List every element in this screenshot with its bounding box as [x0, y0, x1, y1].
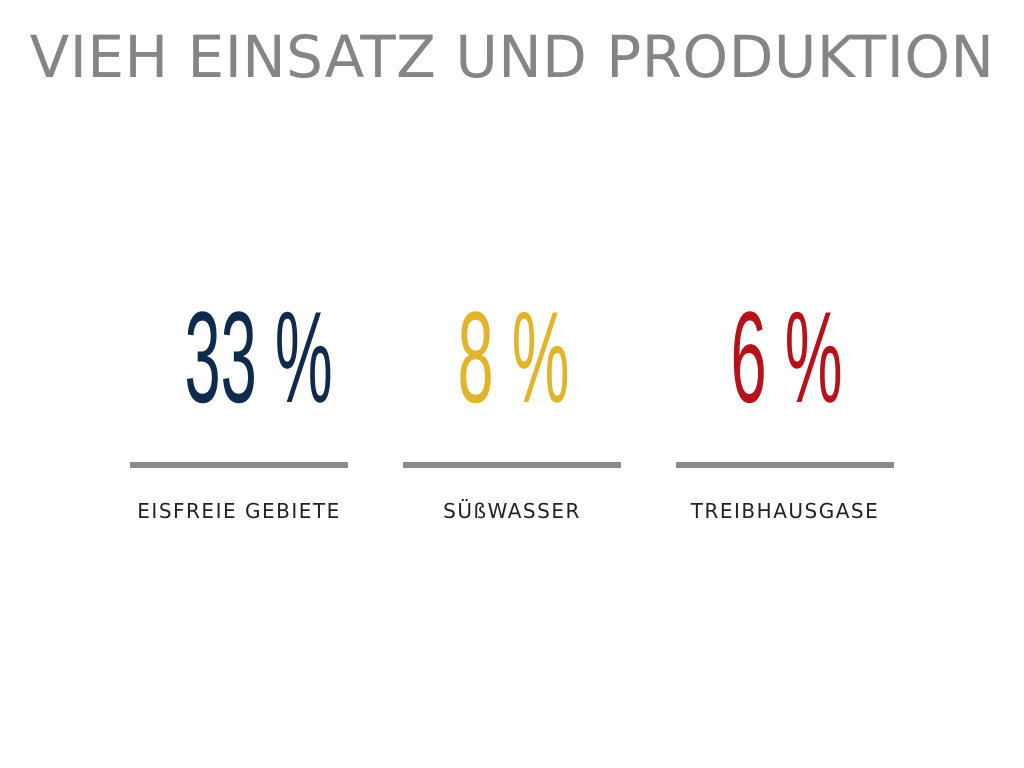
stat-value: 8 % — [457, 284, 570, 430]
stat-ice-free-areas: 33 % EISFREIE GEBIETE — [130, 284, 348, 523]
stat-label: TREIBHAUSGASE — [690, 499, 880, 523]
divider — [403, 462, 621, 468]
divider — [130, 462, 348, 468]
divider — [676, 462, 894, 468]
stat-greenhouse-gases: 6 % TREIBHAUSGASE — [676, 284, 894, 523]
stat-label: SÜßWASSER — [443, 499, 581, 523]
stat-freshwater: 8 % SÜßWASSER — [403, 284, 621, 523]
page-title: VIEH EINSATZ UND PRODUKTION — [29, 23, 995, 91]
stat-label: EISFREIE GEBIETE — [137, 499, 341, 523]
stat-value: 33 % — [184, 284, 333, 430]
stat-value: 6 % — [730, 284, 843, 430]
